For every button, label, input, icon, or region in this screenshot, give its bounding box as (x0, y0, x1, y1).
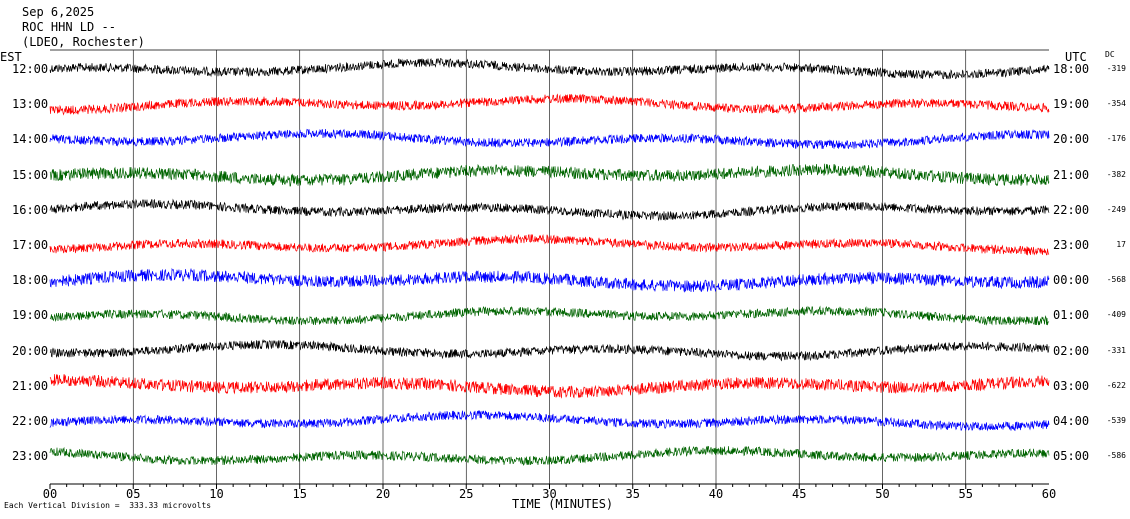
utc-hour-label: 03:00 (1053, 378, 1090, 393)
est-hour-label: 16:00 (12, 202, 49, 217)
dc-offset-value: -586 (1106, 451, 1126, 461)
scale-note: Each Vertical Division = 333.33 microvol… (4, 501, 212, 510)
x-axis-title: TIME (MINUTES) (512, 497, 614, 511)
trace-line (49, 445, 1050, 466)
est-hour-label: 12:00 (12, 62, 49, 76)
dc-offset-value: -249 (1106, 204, 1126, 214)
est-hour-label: 23:00 (12, 449, 49, 464)
x-tick-label: 20 (375, 487, 391, 501)
dc-offset-value: -382 (1106, 169, 1126, 179)
x-tick-label: 60 (1041, 487, 1057, 501)
x-tick-label: 15 (292, 487, 307, 501)
dc-offset-header: DC (1105, 50, 1115, 59)
utc-hour-label: 00:00 (1053, 273, 1090, 288)
record-date: Sep 6,2025 (22, 5, 95, 19)
utc-hour-label: 01:00 (1053, 308, 1090, 323)
x-tick-label: 25 (459, 487, 474, 501)
x-tick-label: 50 (875, 487, 890, 501)
est-hour-label: 13:00 (12, 97, 49, 112)
right-timezone-label: UTC (1065, 50, 1087, 64)
trace-line (49, 374, 1050, 399)
dc-offset-value: -176 (1106, 134, 1126, 144)
utc-hour-label: 04:00 (1053, 414, 1090, 428)
network-name: (LDEO, Rochester) (22, 35, 145, 49)
left-timezone-label: EST (0, 50, 22, 64)
utc-hour-label: 18:00 (1053, 62, 1090, 76)
utc-hour-label: 05:00 (1053, 449, 1090, 464)
x-tick-label: 35 (625, 487, 640, 501)
x-axis-tick-marks (49, 484, 1033, 489)
x-tick-label: 10 (209, 487, 224, 501)
x-tick-label: 55 (958, 487, 973, 501)
trace-line (49, 93, 1050, 116)
est-hour-label: 15:00 (12, 167, 49, 182)
trace-line (49, 58, 1050, 80)
est-hour-label: 17:00 (12, 238, 49, 252)
trace-line (49, 234, 1050, 256)
utc-hour-label: 02:00 (1053, 343, 1090, 358)
trace-line (49, 338, 1050, 362)
est-hour-label: 20:00 (12, 343, 49, 358)
utc-hour-label: 20:00 (1053, 132, 1090, 147)
dc-offset-value: -568 (1106, 275, 1126, 285)
trace-line (49, 198, 1050, 222)
x-tick-label: 30 (542, 487, 557, 501)
dc-offset-value: -354 (1106, 99, 1126, 109)
dc-offset-value: -409 (1106, 310, 1126, 320)
est-hour-label: 21:00 (12, 378, 49, 393)
dc-offset-value: -539 (1106, 416, 1126, 425)
trace-line (49, 163, 1050, 187)
dc-offset-value: -331 (1106, 345, 1126, 355)
est-hour-label: 18:00 (12, 273, 49, 288)
utc-hour-label: 22:00 (1053, 202, 1090, 217)
utc-hour-label: 23:00 (1053, 238, 1090, 252)
utc-hour-label: 19:00 (1053, 97, 1090, 112)
trace-line (49, 305, 1050, 326)
dc-offset-value: -319 (1106, 64, 1126, 73)
vertical-grid (132, 50, 967, 484)
station-code: ROC HHN LD -- (22, 20, 116, 34)
trace-line (49, 410, 1050, 432)
x-tick-label: 00 (42, 487, 58, 501)
est-hour-label: 19:00 (12, 308, 49, 323)
x-tick-label: 40 (708, 487, 724, 501)
utc-hour-label: 21:00 (1053, 167, 1090, 182)
x-tick-label: 45 (792, 487, 807, 501)
dc-offset-value: 17 (1116, 240, 1126, 249)
est-hour-label: 22:00 (12, 414, 49, 428)
dc-offset-value: -622 (1106, 380, 1126, 390)
trace-line (49, 128, 1050, 149)
x-tick-label: 05 (126, 487, 141, 501)
seismic-traces (49, 58, 1050, 466)
trace-line (49, 267, 1050, 293)
est-hour-label: 14:00 (12, 132, 49, 147)
